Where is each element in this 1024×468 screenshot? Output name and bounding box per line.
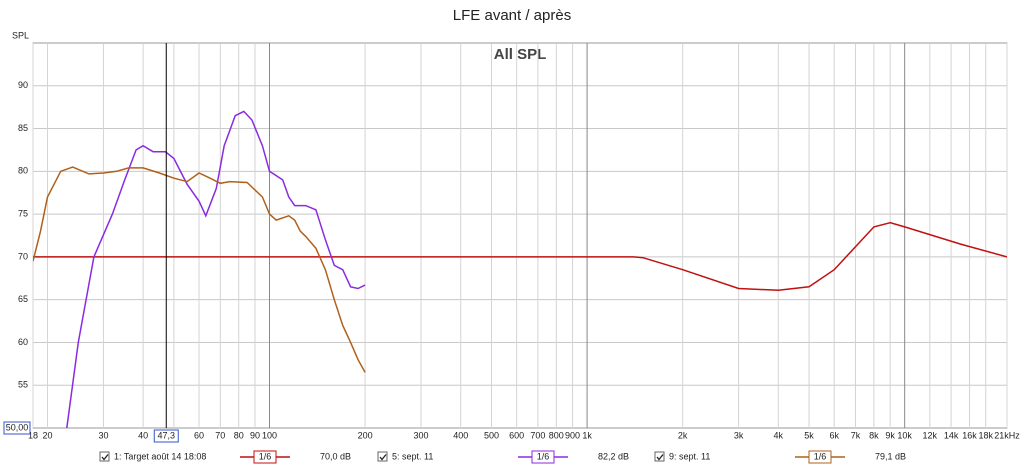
legend-label: 1: Target août 14 18:08	[114, 451, 206, 461]
x-tick-label: 8k	[869, 430, 879, 440]
x-tick-label: 7k	[851, 430, 861, 440]
x-tick-label: 21kHz	[994, 430, 1020, 440]
x-tick-label: 900	[565, 430, 580, 440]
y-tick-label: 90	[18, 80, 28, 90]
x-tick-label: 500	[484, 430, 499, 440]
legend-value: 82,2 dB	[598, 451, 629, 461]
x-tick-label: 1k	[582, 430, 592, 440]
x-tick-label: 100	[262, 430, 277, 440]
y-tick-label: 80	[18, 166, 28, 176]
x-tick-label: 9k	[885, 430, 895, 440]
legend-smoothing: 1/6	[537, 451, 550, 461]
chart-title: LFE avant / après	[453, 7, 571, 24]
y-axis-label: SPL	[12, 30, 29, 40]
plot-area	[32, 42, 1008, 429]
series-line	[66, 110, 366, 428]
legend-check	[379, 454, 387, 461]
x-tick-label: 40	[138, 430, 148, 440]
x-tick-label: 20	[43, 430, 53, 440]
y-tick-label: 85	[18, 123, 28, 133]
x-tick-label: 4k	[774, 430, 784, 440]
x-tick-label: 18	[28, 430, 38, 440]
x-tick-label: 400	[453, 430, 468, 440]
x-tick-label: 16k	[962, 430, 977, 440]
x-tick-label: 90	[250, 430, 260, 440]
legend-value: 70,0 dB	[320, 451, 351, 461]
x-tick-label: 700	[530, 430, 545, 440]
x-tick-label: 10k	[897, 430, 912, 440]
x-tick-label: 2k	[678, 430, 688, 440]
y-tick-label: 55	[18, 380, 28, 390]
y-tick-label: 75	[18, 208, 28, 218]
x-tick-label: 18k	[978, 430, 993, 440]
y-tick-label: 60	[18, 337, 28, 347]
y-tick-label: 70	[18, 251, 28, 261]
cursor-y-box	[3, 421, 31, 435]
legend-checkbox	[99, 451, 110, 462]
x-tick-label: 60	[194, 430, 204, 440]
x-tick-label: 5k	[804, 430, 814, 440]
legend-smoothing-box	[253, 450, 277, 464]
x-tick-label: 70	[215, 430, 225, 440]
legend-smoothing: 1/6	[259, 451, 272, 461]
legend-check	[656, 454, 664, 461]
x-tick-label: 300	[414, 430, 429, 440]
x-tick-label: 12k	[923, 430, 938, 440]
legend-checkbox	[654, 451, 665, 462]
legend-value: 79,1 dB	[875, 451, 906, 461]
cursor-x-label: 47,3	[157, 430, 175, 440]
x-tick-label: 30	[98, 430, 108, 440]
legend-label: 5: sept. 11	[392, 451, 433, 461]
legend-smoothing-box	[808, 450, 832, 464]
legend-smoothing: 1/6	[814, 451, 827, 461]
x-tick-label: 200	[358, 430, 373, 440]
x-tick-label: 80	[234, 430, 244, 440]
x-tick-label: 600	[509, 430, 524, 440]
x-tick-label: 6k	[829, 430, 839, 440]
legend-checkbox	[377, 451, 388, 462]
cursor-y-label: 50,00	[6, 422, 29, 432]
x-tick-label: 3k	[734, 430, 744, 440]
x-tick-label: 14k	[944, 430, 959, 440]
series-line	[33, 221, 1007, 292]
chart-subtitle: All SPL	[494, 46, 547, 63]
cursor-x-box	[153, 429, 179, 443]
legend-label: 9: sept. 11	[669, 451, 710, 461]
legend-smoothing-box	[531, 450, 555, 464]
y-tick-label: 65	[18, 294, 28, 304]
x-tick-label: 800	[549, 430, 564, 440]
series-line	[33, 166, 366, 373]
legend-check	[101, 454, 109, 461]
